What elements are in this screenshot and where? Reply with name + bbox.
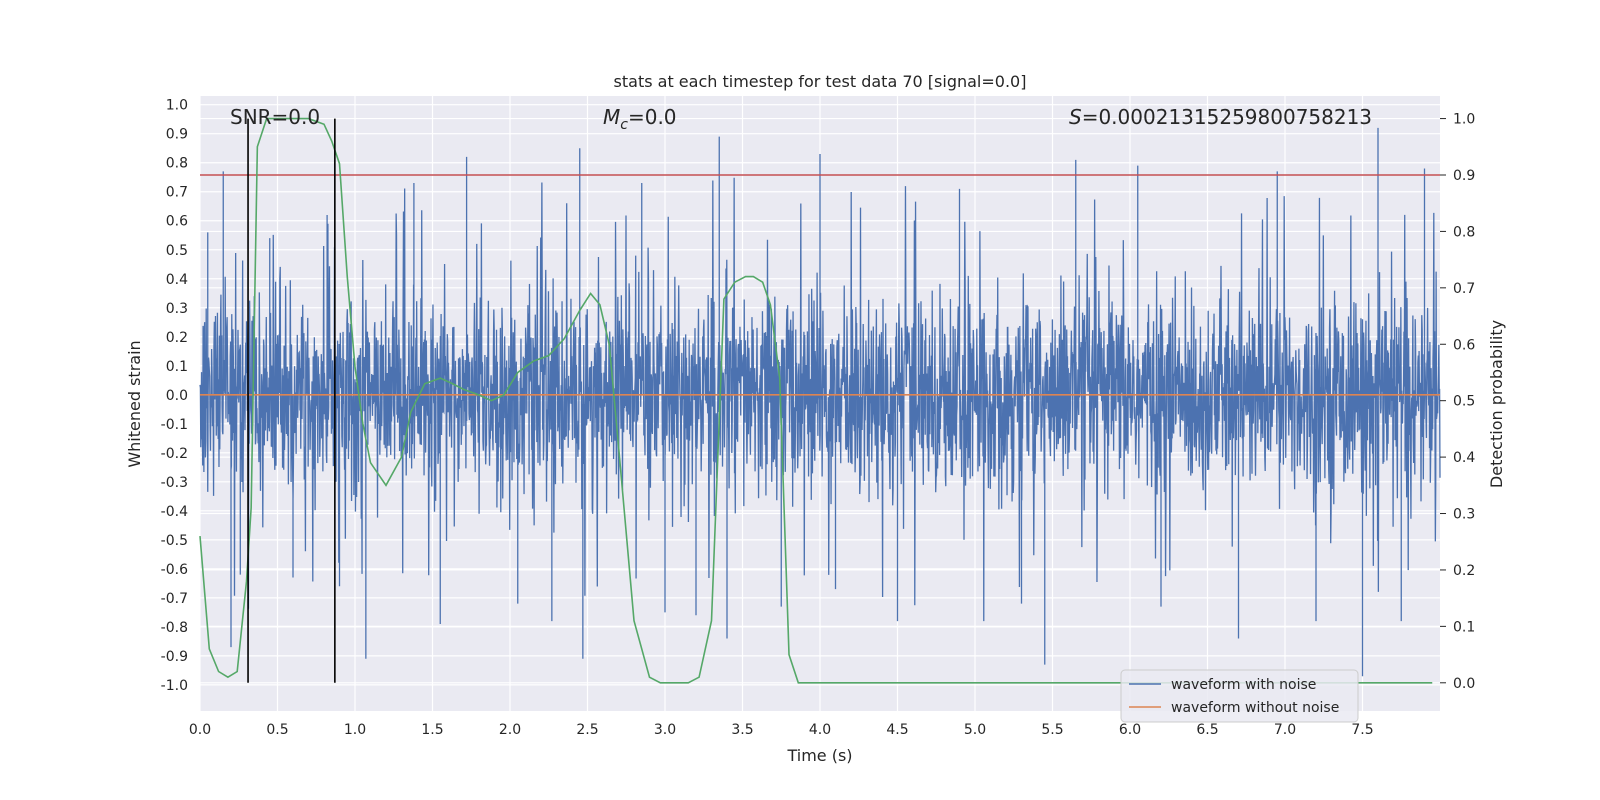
- y-tick-label: -0.6: [161, 562, 188, 578]
- chart-title: stats at each timestep for test data 70 …: [614, 72, 1027, 91]
- x-tick-label: 5.0: [964, 722, 986, 738]
- y-tick-label: -0.3: [161, 475, 188, 491]
- x-tick-label: 0.5: [266, 722, 288, 738]
- x-tick-label: 6.5: [1196, 722, 1218, 738]
- y-tick-label: -0.4: [161, 504, 188, 520]
- y-tick-label: 0.8: [166, 156, 188, 172]
- y2-tick-label: 0.6: [1453, 337, 1475, 353]
- y-tick-label: -0.8: [161, 620, 188, 636]
- y-tick-label: 1.0: [166, 98, 188, 114]
- x-tick-label: 4.0: [809, 722, 831, 738]
- legend: waveform with noise waveform without noi…: [1120, 669, 1359, 723]
- y2-tick-label: 0.2: [1453, 563, 1475, 579]
- x-tick-label: 0.0: [189, 722, 211, 738]
- y2-tick-label: 0.4: [1453, 450, 1475, 466]
- x-tick-label: 6.0: [1119, 722, 1141, 738]
- y-axis-label: Whitened strain: [125, 340, 144, 467]
- y-tick-label: -0.9: [161, 649, 188, 665]
- y2-tick-label: 1.0: [1453, 112, 1475, 128]
- y-tick-label: 0.2: [166, 330, 188, 346]
- y-tick-label: 0.3: [166, 301, 188, 317]
- axes: 0.0 0.5 1.0 1.5 2.0 2.5 3.0 3.5 4.0 4.5 5.0 5.5 6.0 6…: [161, 98, 1476, 738]
- y2-tick-label: 0.5: [1453, 394, 1475, 410]
- x-tick-label: 3.5: [731, 722, 753, 738]
- y2-axis-label: Detection probability: [1487, 320, 1506, 488]
- y-tick-label: -0.1: [161, 417, 188, 433]
- y-tick-label: 0.5: [166, 243, 188, 259]
- mc-annotation: Mc=0.0: [603, 105, 677, 133]
- x-tick-label: 7.0: [1274, 722, 1296, 738]
- x-tick-label: 1.0: [344, 722, 366, 738]
- y-tick-label: 0.7: [166, 185, 188, 201]
- y2-tick-label: 0.3: [1453, 507, 1475, 523]
- legend-label-clean: waveform without noise: [1171, 700, 1339, 716]
- x-tick-label: 7.5: [1351, 722, 1373, 738]
- y-tick-label: -0.2: [161, 446, 188, 462]
- y-tick-label: 0.0: [166, 388, 188, 404]
- x-tick-label: 1.5: [421, 722, 443, 738]
- y2-tick-label: 0.7: [1453, 281, 1475, 297]
- y-tick-label: 0.1: [166, 359, 188, 375]
- x-axis-label: Time (s): [786, 746, 852, 765]
- snr-annotation: SNR=0.0: [230, 105, 320, 129]
- overlay: [199, 117, 1440, 684]
- y-tick-label: -1.0: [161, 678, 188, 694]
- legend-label-noise: waveform with noise: [1171, 677, 1316, 693]
- s-annotation: S=0.00021315259800758213: [1069, 105, 1372, 129]
- y-tick-label: 0.9: [166, 127, 188, 143]
- x-tick-label: 4.5: [886, 722, 908, 738]
- x-tick-label: 3.0: [654, 722, 676, 738]
- x-tick-label: 2.5: [576, 722, 598, 738]
- y-tick-label: 0.4: [166, 272, 188, 288]
- legend-box: [1120, 669, 1359, 723]
- y2-tick-label: 0.9: [1453, 168, 1475, 184]
- detection-probability-line: [199, 117, 1433, 684]
- x-tick-label: 5.5: [1041, 722, 1063, 738]
- y2-tick-label: 0.1: [1453, 619, 1475, 635]
- x-tick-label: 2.0: [499, 722, 521, 738]
- y-tick-label: -0.5: [161, 533, 188, 549]
- y-tick-label: 0.6: [166, 214, 188, 230]
- y-tick-label: -0.7: [161, 591, 188, 607]
- y2-tick-label: 0.8: [1453, 224, 1475, 240]
- y2-tick-label: 0.0: [1453, 676, 1475, 692]
